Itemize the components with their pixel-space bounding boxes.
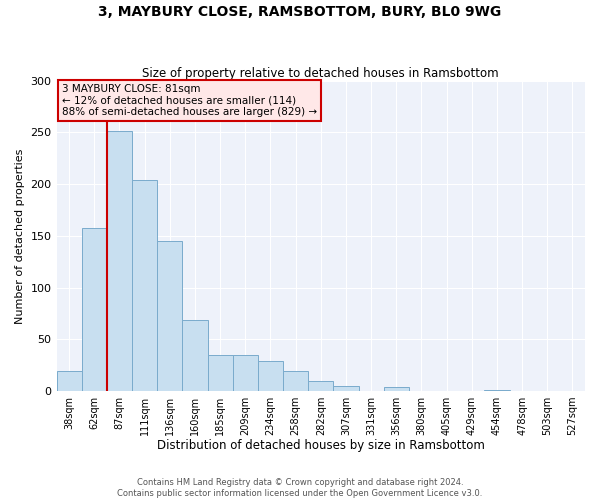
- Bar: [334, 386, 359, 391]
- Bar: [283, 372, 308, 391]
- Bar: [132, 180, 157, 391]
- X-axis label: Distribution of detached houses by size in Ramsbottom: Distribution of detached houses by size …: [157, 440, 485, 452]
- Bar: [484, 390, 509, 391]
- Bar: [182, 320, 208, 391]
- Bar: [157, 241, 182, 391]
- Bar: [383, 387, 409, 391]
- Bar: [233, 355, 258, 391]
- Y-axis label: Number of detached properties: Number of detached properties: [15, 148, 25, 324]
- Bar: [107, 132, 132, 391]
- Text: 3, MAYBURY CLOSE, RAMSBOTTOM, BURY, BL0 9WG: 3, MAYBURY CLOSE, RAMSBOTTOM, BURY, BL0 …: [98, 5, 502, 19]
- Bar: [82, 228, 107, 391]
- Title: Size of property relative to detached houses in Ramsbottom: Size of property relative to detached ho…: [142, 66, 499, 80]
- Bar: [258, 361, 283, 391]
- Bar: [56, 372, 82, 391]
- Text: Contains HM Land Registry data © Crown copyright and database right 2024.
Contai: Contains HM Land Registry data © Crown c…: [118, 478, 482, 498]
- Bar: [208, 355, 233, 391]
- Text: 3 MAYBURY CLOSE: 81sqm
← 12% of detached houses are smaller (114)
88% of semi-de: 3 MAYBURY CLOSE: 81sqm ← 12% of detached…: [62, 84, 317, 117]
- Bar: [308, 380, 334, 391]
